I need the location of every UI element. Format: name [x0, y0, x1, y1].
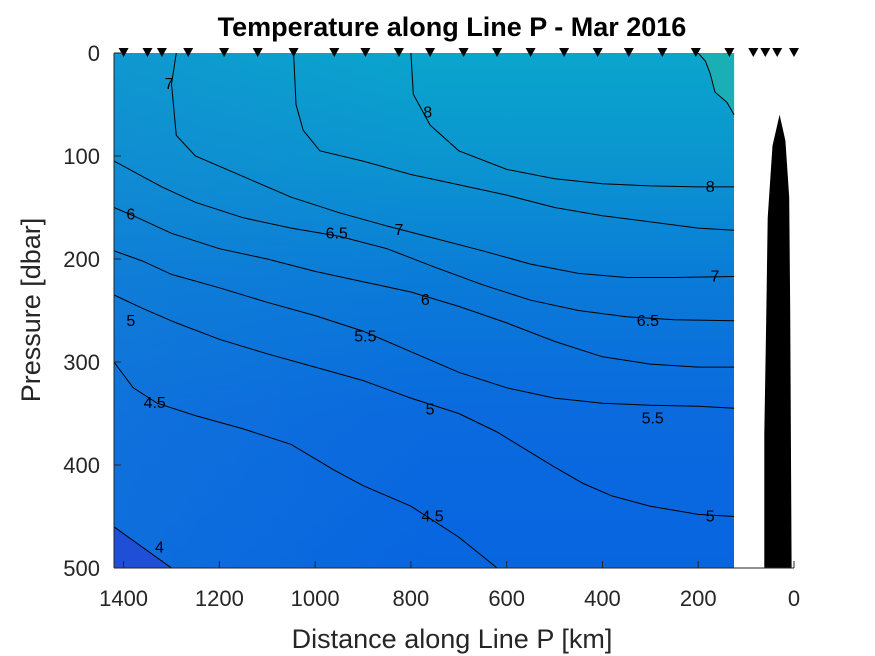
station-marker: [118, 48, 129, 57]
contour-5: [114, 294, 735, 517]
contour-label: 4.5: [421, 509, 443, 526]
contour-label: 4.5: [144, 395, 166, 412]
contour-label: 5: [426, 401, 435, 418]
x-tick-label: 1200: [195, 586, 244, 611]
x-tick-label: 600: [488, 586, 525, 611]
station-marker: [724, 48, 735, 57]
contour-label: 5: [126, 313, 135, 330]
contour-7-5: [293, 53, 735, 231]
contour-labels: 7 8 8 6 7 6.5 7 6 6.5 5 5.5 4.5 5 5.5 4.5 5 4: [126, 76, 719, 557]
station-marker: [760, 48, 771, 57]
y-ticks: 0 100 200 300 400 500: [63, 41, 121, 581]
contour-7: [170, 53, 735, 278]
station-marker: [393, 48, 404, 57]
temperature-field-shade: [114, 53, 734, 568]
x-tick-label: 800: [393, 586, 430, 611]
axes: [113, 53, 794, 569]
contour-label: 8: [423, 105, 432, 122]
station-marker: [492, 48, 503, 57]
station-marker: [219, 48, 230, 57]
bathymetry: [764, 114, 792, 568]
station-markers: [118, 48, 799, 57]
y-tick-label: 300: [63, 350, 100, 375]
x-tick-label: 200: [680, 586, 717, 611]
contour-label: 7: [711, 269, 720, 286]
station-marker: [142, 48, 153, 57]
station-marker: [156, 48, 167, 57]
station-marker: [360, 48, 371, 57]
x-tick-label: 400: [584, 586, 621, 611]
x-tick-label: 1400: [99, 586, 148, 611]
contour-4: [114, 526, 173, 568]
station-marker: [748, 48, 759, 57]
contour-label: 5.5: [642, 411, 664, 428]
contour-lines: [114, 53, 735, 568]
contour-fills: [114, 53, 735, 568]
contour-label: 8: [706, 179, 715, 196]
fill-below-4: [114, 526, 205, 568]
y-tick-label: 400: [63, 453, 100, 478]
y-tick-label: 200: [63, 247, 100, 272]
fill-above-8-5: [698, 53, 735, 115]
contour-label: 6: [126, 207, 135, 224]
contour-label: 7: [165, 76, 174, 93]
contour-6: [114, 207, 735, 368]
y-tick-label: 0: [88, 41, 100, 66]
contour-label: 5: [706, 509, 715, 526]
station-marker: [772, 48, 783, 57]
contour-4-5: [114, 361, 498, 568]
contour-label: 6: [421, 292, 430, 309]
contour-label: 6.5: [637, 313, 659, 330]
station-marker: [690, 48, 701, 57]
station-marker: [789, 48, 799, 57]
station-marker: [559, 48, 570, 57]
contour-label: 5.5: [354, 328, 376, 345]
station-marker: [288, 48, 299, 57]
contour-5-5: [114, 250, 735, 409]
contour-label: 6.5: [326, 225, 348, 242]
station-marker: [657, 48, 668, 57]
contour-6-5: [114, 160, 735, 322]
station-marker: [525, 48, 536, 57]
contour-label: 7: [394, 222, 403, 239]
plot-area: 7 8 8 6 7 6.5 7 6 6.5 5 5.5 4.5 5 5.5 4.5 5 4: [114, 53, 792, 568]
contour-label: 4: [155, 539, 164, 556]
contour-8: [410, 53, 735, 188]
station-marker: [623, 48, 634, 57]
station-marker: [458, 48, 469, 57]
chart-title: Temperature along Line P - Mar 2016: [218, 12, 687, 42]
station-marker: [252, 48, 263, 57]
y-tick-label: 500: [63, 556, 100, 581]
x-axis-label: Distance along Line P [km]: [292, 624, 613, 654]
y-tick-label: 100: [63, 144, 100, 169]
station-marker: [592, 48, 603, 57]
x-ticks: 1400 1200 1000 800 600 400 200 0: [99, 561, 800, 611]
y-axis-label: Pressure [dbar]: [16, 218, 46, 403]
contour-8-5: [697, 53, 735, 116]
x-tick-label: 0: [788, 586, 800, 611]
station-marker: [425, 48, 436, 57]
x-tick-label: 1000: [291, 586, 340, 611]
station-marker: [329, 48, 340, 57]
station-marker: [183, 48, 194, 57]
